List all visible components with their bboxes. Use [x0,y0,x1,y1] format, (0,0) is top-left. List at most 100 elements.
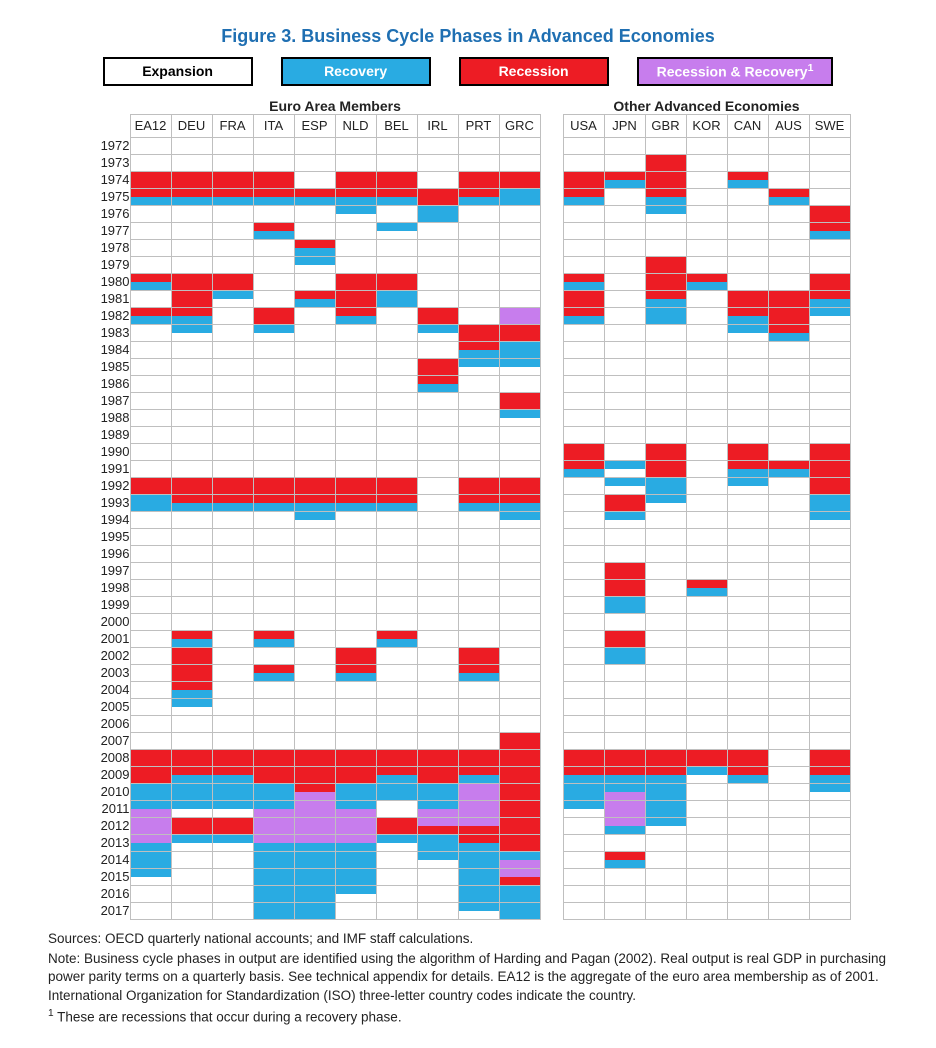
phase-cell [130,443,171,460]
phase-cell [417,137,458,154]
phase-cell [130,902,171,919]
phase-cell [253,664,294,681]
phase-cell [458,562,499,579]
phase-cell [686,698,727,715]
group-header: Other Advanced Economies [563,98,850,115]
phase-cell [727,324,768,341]
phase-cell [645,664,686,681]
phase-cell [335,188,376,205]
phase-cell [171,749,212,766]
phase-cell [212,715,253,732]
phase-cell [809,851,850,868]
phase-cell [212,766,253,783]
phase-cell [727,817,768,834]
phase-cell [499,698,540,715]
phase-cell [727,222,768,239]
phase-cell [563,868,604,885]
phase-cell [171,664,212,681]
phase-cell [809,137,850,154]
phase-cell [130,715,171,732]
year-label: 2003 [86,664,131,681]
phase-cell [645,409,686,426]
phase-cell [563,188,604,205]
phase-cell [130,749,171,766]
phase-cell [499,307,540,324]
phase-cell [604,324,645,341]
phase-cell [171,494,212,511]
phase-cell [335,341,376,358]
phase-cell [499,171,540,188]
phase-cell [335,562,376,579]
phase-cell [417,494,458,511]
phase-cell [727,902,768,919]
phase-cell [253,222,294,239]
phase-cell [686,783,727,800]
phase-cell [563,239,604,256]
phase-cell [335,613,376,630]
phase-cell [171,630,212,647]
phase-cell [458,579,499,596]
phase-cell [212,902,253,919]
phase-cell [335,205,376,222]
phase-cell [458,460,499,477]
phase-cell [212,834,253,851]
phase-cell [809,817,850,834]
phase-cell [376,511,417,528]
phase-cell [686,290,727,307]
phase-cell [563,324,604,341]
phase-cell [645,307,686,324]
phase-cell [686,460,727,477]
phase-cell [727,545,768,562]
phase-cell [253,545,294,562]
phase-cell [645,817,686,834]
phase-cell [335,392,376,409]
phase-cell [171,137,212,154]
phase-cell [417,358,458,375]
phase-cell [417,528,458,545]
phase-cell [768,341,809,358]
phase-cell [212,562,253,579]
phase-cell [171,545,212,562]
phase-cell [130,681,171,698]
phase-cell [212,596,253,613]
phase-cell [604,851,645,868]
phase-cell [768,324,809,341]
phase-cell [686,647,727,664]
phase-cell [458,902,499,919]
phase-cell [645,358,686,375]
phase-cell [604,171,645,188]
phase-cell [727,426,768,443]
phase-cell [212,426,253,443]
phase-cell [645,851,686,868]
year-label: 2005 [86,698,131,715]
country-header: DEU [171,114,212,137]
phase-cell [563,562,604,579]
phase-cell [253,477,294,494]
phase-cell [171,715,212,732]
phase-cell [458,664,499,681]
phase-cell [212,511,253,528]
phase-cell [563,800,604,817]
year-label: 1972 [86,137,131,154]
phase-cell [645,324,686,341]
phase-cell [417,426,458,443]
phase-cell [686,256,727,273]
phase-cell [563,171,604,188]
phase-cell [253,494,294,511]
phase-cell [768,375,809,392]
phase-cell [294,409,335,426]
phase-cell [294,664,335,681]
phase-cell [417,800,458,817]
phase-cell [645,188,686,205]
phase-cell [563,885,604,902]
phase-cell [171,307,212,324]
phase-cell [563,273,604,290]
phase-cell [294,681,335,698]
phase-cell [253,375,294,392]
phase-cell [809,392,850,409]
phase-cell [212,630,253,647]
country-header: FRA [212,114,253,137]
phase-cell [294,358,335,375]
phase-cell [458,834,499,851]
phase-cell [499,766,540,783]
